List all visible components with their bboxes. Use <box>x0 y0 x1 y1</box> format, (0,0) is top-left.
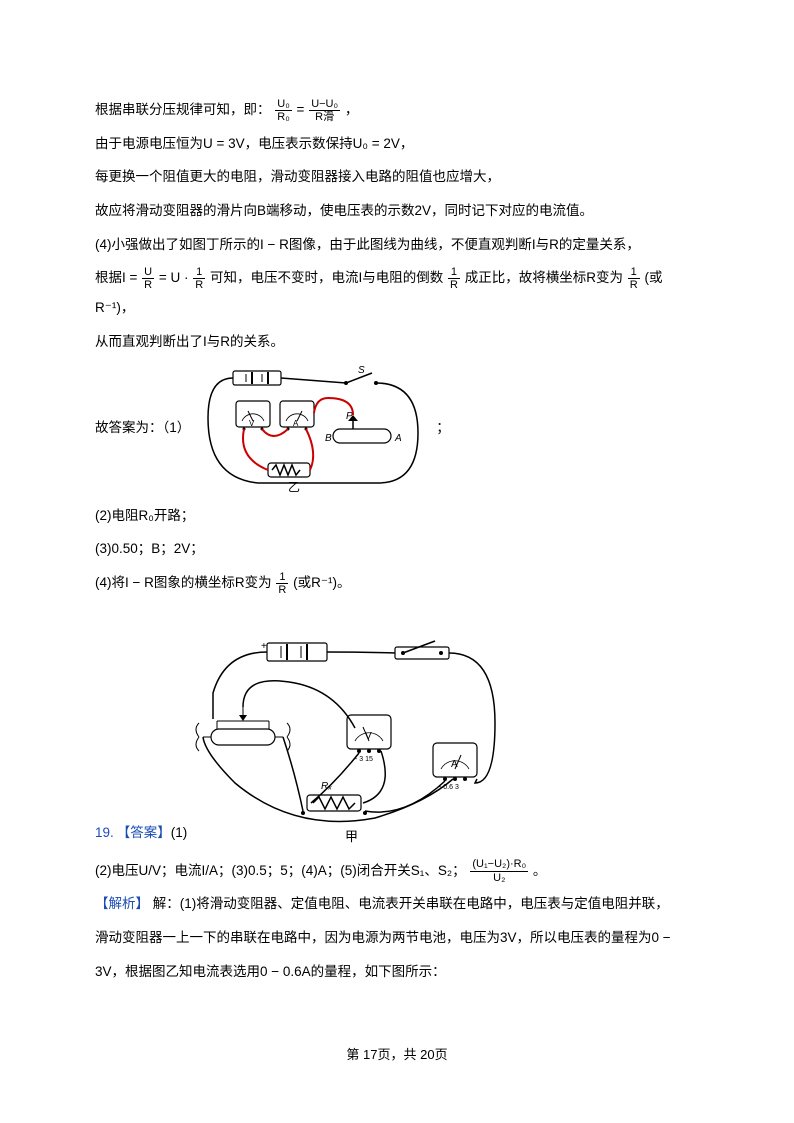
svg-text:A: A <box>451 759 458 770</box>
text: 解：(1)将滑动变阻器、定值电阻、电流表开关串联在电路中，电压表与定值电阻并联， <box>153 896 669 911</box>
label-S: S <box>358 365 365 376</box>
text: 成正比，故将横坐标R变为 <box>465 270 623 285</box>
svg-text:V: V <box>365 731 372 742</box>
para-3: 每更换一个阻值更大的电阻，滑动变阻器接入电路的阻值也应增大， <box>95 162 699 192</box>
para-4: 故应将滑动变阻器的滑片向B端移动，使电压表的示数2V，同时记下对应的电流值。 <box>95 196 699 226</box>
fraction: U−U₀ R滑 <box>309 98 340 123</box>
para-5: (4)小强做出了如图丁所示的I − R图像，由于此图线为曲线，不便直观判断I与R… <box>95 230 699 260</box>
text: (4)小强做出了如图丁所示的I − R图像，由于此图线为曲线，不便直观判断I与R… <box>95 237 640 252</box>
fraction: 1R <box>448 266 460 291</box>
text: = U · <box>159 270 192 285</box>
text: 滑动变阻器一上一下的串联在电路中，因为电源为两节电池，电压为3V，所以电压表的量… <box>95 930 671 945</box>
circuit1-caption: 乙 <box>288 480 300 493</box>
equals: = <box>297 102 309 117</box>
text: 根据I = <box>95 270 141 285</box>
text: 。 <box>533 863 547 878</box>
text: 3V，根据图乙知电流表选用0 − 0.6A的量程，如下图所示： <box>95 964 446 979</box>
label-Rx: Rₓ <box>321 781 332 792</box>
para-8: 故答案为：（1） S V A P <box>95 363 699 493</box>
fraction: UR <box>142 266 154 291</box>
para-2: 由于电源电压恒为U = 3V，电压表示数保持U₀ = 2V， <box>95 129 699 159</box>
label-A: A <box>394 433 402 444</box>
text: (3)0.50；B；2V； <box>95 541 204 556</box>
svg-text:A: A <box>293 419 299 428</box>
question-number: 19. <box>95 818 114 848</box>
para-10: (3)0.50；B；2V； <box>95 534 699 564</box>
fraction: U₀ R₀ <box>275 98 292 123</box>
fraction: 1R <box>276 571 288 596</box>
answer-label: 【答案】 <box>117 818 171 848</box>
para-7: 从而直观判断出了I与R的关系。 <box>95 327 699 357</box>
text: ； <box>436 413 450 443</box>
text: ， <box>345 102 359 117</box>
text: 可知，电压不变时，电流I与电阻的倒数 <box>210 270 443 285</box>
circuit2-caption: 甲 <box>345 829 358 844</box>
para-12: (2)电压U/V；电流I/A；(3)0.5；5；(4)A；(5)闭合开关S₁、S… <box>95 856 699 886</box>
fraction: 1R <box>628 266 640 291</box>
text: 故应将滑动变阻器的滑片向B端移动，使电压表的示数2V，同时记下对应的电流值。 <box>95 203 593 218</box>
fraction: (U₁−U₂)·R₀U₂ <box>470 858 528 883</box>
page-content: 根据串联分压规律可知，即： U₀ R₀ = U−U₀ R滑 ， 由于电源电压恒为… <box>95 95 699 986</box>
para-9: (2)电阻R₀开路； <box>95 501 699 531</box>
para-1: 根据串联分压规律可知，即： U₀ R₀ = U−U₀ R滑 ， <box>95 95 699 125</box>
circuit-diagram-1: S V A P A B <box>198 363 428 493</box>
question-19: 19. 【答案】 (1) + <box>95 633 699 848</box>
page-footer: 第 17页，共 20页 <box>0 1044 794 1063</box>
text: 故答案为：（1） <box>95 413 190 443</box>
para-14: 滑动变阻器一上一下的串联在电路中，因为电源为两节电池，电压为3V，所以电压表的量… <box>95 923 699 953</box>
text: (1) <box>171 818 188 848</box>
text: (4)将I − R图象的横坐标R变为 <box>95 575 272 590</box>
svg-text:+: + <box>261 641 267 652</box>
text: 由于电源电压恒为U = 3V，电压表示数保持U₀ = 2V， <box>95 136 413 151</box>
text: 从而直观判断出了I与R的关系。 <box>95 334 284 349</box>
para-13: 【解析】 解：(1)将滑动变阻器、定值电阻、电流表开关串联在电路中，电压表与定值… <box>95 889 699 919</box>
text: 根据串联分压规律可知，即： <box>95 102 271 117</box>
text: (或R⁻¹)。 <box>293 575 350 590</box>
svg-text:V: V <box>249 419 255 428</box>
fraction: 1R <box>193 266 205 291</box>
para-11: (4)将I − R图象的横坐标R变为 1R (或R⁻¹)。 <box>95 568 699 598</box>
text: 每更换一个阻值更大的电阻，滑动变阻器接入电路的阻值也应增大， <box>95 169 500 184</box>
svg-text:- 3 15: - 3 15 <box>355 756 373 763</box>
explain-label: 【解析】 <box>95 896 149 911</box>
para-15: 3V，根据图乙知电流表选用0 − 0.6A的量程，如下图所示： <box>95 957 699 987</box>
para-6: 根据I = UR = U · 1R 可知，电压不变时，电流I与电阻的倒数 1R … <box>95 263 699 322</box>
text: (2)电压U/V；电流I/A；(3)0.5；5；(4)A；(5)闭合开关S₁、S… <box>95 863 466 878</box>
label-B: B <box>325 433 332 444</box>
circuit-diagram-2: + V <box>195 633 515 848</box>
page-number: 第 17页，共 20页 <box>346 1047 447 1062</box>
text: (2)电阻R₀开路； <box>95 508 194 523</box>
